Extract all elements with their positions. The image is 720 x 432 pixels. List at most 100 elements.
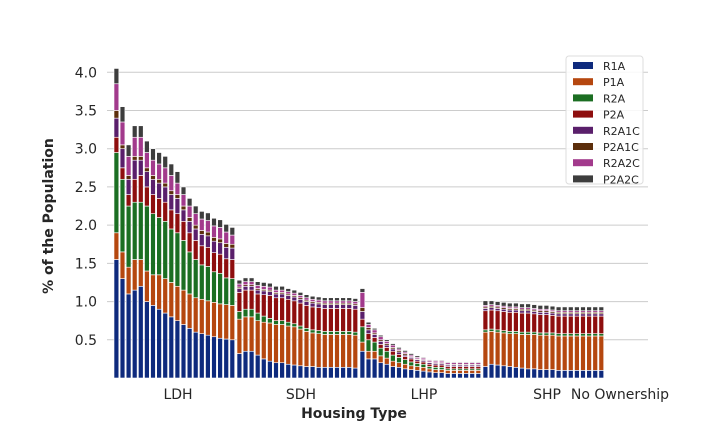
bar-segment: [223, 277, 229, 305]
bar-segment: [180, 186, 187, 195]
bar-segment: [371, 358, 378, 379]
bar-segment: [438, 366, 445, 370]
bar-segment: [432, 366, 439, 370]
bar-segment: [543, 305, 550, 310]
bar-segment: [168, 163, 174, 176]
bar-segment: [377, 334, 384, 338]
bar-segment: [346, 297, 352, 302]
bar-segment: [303, 297, 310, 301]
bar-segment: [519, 367, 525, 379]
bar-segment: [211, 217, 217, 227]
bar-segment: [396, 357, 402, 364]
bar-segment: [322, 334, 328, 368]
bar-segment: [199, 211, 205, 220]
bar-segment: [322, 304, 328, 309]
bar-segment: [561, 333, 568, 337]
bar-segment: [574, 313, 580, 317]
bar-segment: [217, 272, 223, 305]
bar-segment: [598, 306, 605, 312]
bar-segment: [255, 285, 261, 289]
bar-segment: [598, 333, 605, 337]
bar-segment: [377, 341, 384, 345]
bar-segment: [359, 288, 366, 293]
bar-segment: [482, 331, 489, 367]
bar-segment: [408, 353, 414, 356]
bar-segment: [199, 230, 205, 235]
bar-segment: [420, 363, 427, 368]
bar-segment: [451, 366, 457, 370]
bar-segment: [279, 297, 285, 321]
bar-segment: [568, 313, 574, 317]
bar-segment: [211, 240, 217, 253]
bar-segment: [334, 308, 340, 332]
x-tick-label: LDH: [163, 387, 192, 403]
bar-segment: [156, 152, 162, 165]
bar-segment: [279, 285, 285, 291]
bar-segment: [568, 315, 574, 334]
bar-segment: [309, 302, 316, 308]
bar-segment: [555, 335, 562, 371]
bar-segment: [346, 308, 352, 332]
bar-segment: [267, 322, 273, 362]
bar-segment: [352, 334, 358, 369]
bar-segment: [156, 217, 162, 276]
bar-segment: [255, 312, 261, 321]
bar-segment: [261, 358, 267, 379]
bar-segment: [113, 136, 120, 153]
bar-segment: [549, 312, 556, 316]
bar-segment: [414, 370, 420, 379]
bar-segment: [334, 334, 340, 368]
bar-segment: [242, 316, 249, 352]
bar-segment: [144, 301, 150, 379]
bar-segment: [414, 360, 420, 364]
bar-segment: [297, 302, 304, 327]
bar-segment: [125, 205, 132, 268]
bar-segment: [537, 369, 544, 379]
bar-segment: [186, 217, 193, 222]
bar-segment: [267, 291, 273, 296]
bar-segment: [285, 288, 291, 292]
bar-segment: [359, 350, 366, 379]
bar-segment: [125, 266, 132, 295]
bar-segment: [174, 171, 181, 184]
bar-segment: [285, 291, 291, 295]
bar-segment: [255, 289, 261, 295]
bar-segment: [352, 301, 358, 305]
bar-segment: [334, 297, 340, 302]
bar-segment: [205, 235, 211, 248]
bar-segment: [236, 279, 243, 285]
legend-label: R2A: [603, 92, 626, 105]
bar-segment: [309, 332, 316, 367]
bar-segment: [205, 247, 211, 267]
bar-segment: [162, 182, 168, 188]
bar-segment: [119, 144, 126, 150]
bar-segment: [328, 366, 334, 379]
bar-segment: [150, 159, 156, 176]
bar-segment: [507, 366, 513, 379]
bar-segment: [315, 330, 322, 334]
bar-segment: [217, 227, 223, 240]
bar-segment: [340, 331, 346, 335]
bar-segment: [469, 373, 475, 379]
bar-segment: [384, 357, 390, 365]
bar-segment: [513, 331, 519, 334]
bar-segment: [384, 363, 390, 379]
bar-segment: [205, 212, 211, 221]
bar-segment: [513, 311, 519, 332]
bar-segment: [457, 373, 463, 379]
bar-segment: [445, 361, 451, 364]
bar-segment: [390, 350, 396, 356]
bar-segment: [543, 311, 550, 315]
bar-segment: [162, 186, 168, 203]
bar-segment: [255, 293, 261, 314]
bar-segment: [132, 156, 138, 161]
bar-segment: [156, 274, 162, 310]
bar-segment: [488, 307, 495, 311]
bar-segment: [457, 366, 463, 370]
bar-segment: [267, 286, 273, 291]
bar-segment: [236, 353, 243, 379]
bar-segment: [598, 313, 605, 317]
bar-segment: [205, 231, 211, 237]
bar-segment: [586, 315, 592, 334]
bar-segment: [352, 308, 358, 333]
